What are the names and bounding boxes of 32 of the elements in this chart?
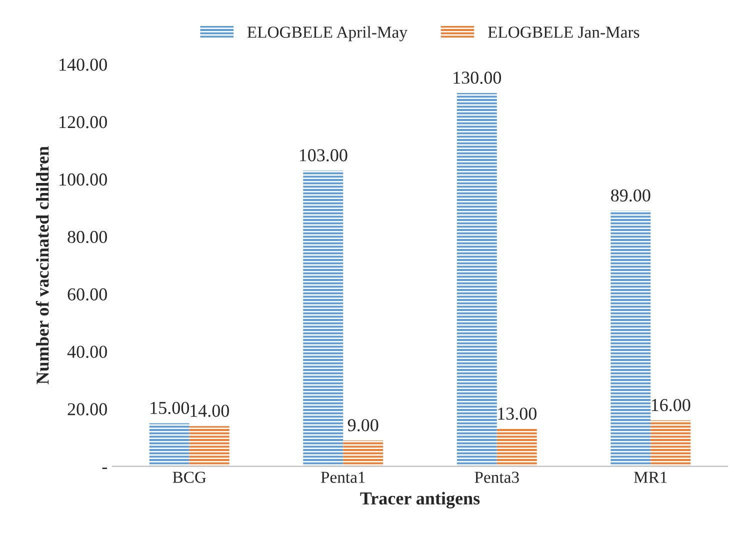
legend-label: ELOGBELE April-May bbox=[247, 26, 408, 42]
data-label: 89.00 bbox=[611, 189, 650, 202]
y-tick-label: 20.00 bbox=[68, 403, 107, 416]
bar bbox=[189, 426, 230, 466]
y-tick-label: 60.00 bbox=[68, 288, 107, 301]
data-label: 16.00 bbox=[652, 398, 690, 412]
y-tick-label: 120.00 bbox=[60, 116, 107, 128]
bar bbox=[496, 428, 537, 466]
y-tick-label: 140.00 bbox=[60, 58, 107, 71]
bar bbox=[456, 93, 497, 466]
data-label: 9.00 bbox=[348, 419, 378, 432]
x-tick-label: Penta3 bbox=[474, 472, 519, 483]
bar bbox=[343, 440, 384, 466]
data-label: 130.00 bbox=[454, 72, 502, 84]
bar bbox=[149, 423, 190, 466]
data-label: 103.00 bbox=[300, 149, 348, 162]
y-tick-label: - bbox=[102, 468, 107, 470]
data-label: 14.00 bbox=[190, 404, 229, 417]
y-tick-label: 100.00 bbox=[60, 173, 107, 186]
x-tick-label: Penta1 bbox=[320, 472, 365, 483]
y-tick-label: 40.00 bbox=[67, 346, 107, 358]
bar bbox=[650, 420, 691, 466]
x-tick-label: BCG bbox=[172, 472, 206, 483]
data-label: 15.00 bbox=[150, 402, 190, 414]
y-tick-label: 80.00 bbox=[68, 230, 107, 244]
bar bbox=[303, 170, 344, 466]
x-tick-label: MR1 bbox=[634, 472, 667, 483]
x-axis-title: Tracer antigens bbox=[360, 492, 480, 508]
y-axis-title: Number of vaccinated children bbox=[36, 146, 49, 384]
data-label: 13.00 bbox=[498, 408, 536, 420]
bar bbox=[610, 210, 651, 466]
legend-label: ELOGBELE Jan-Mars bbox=[488, 26, 640, 38]
